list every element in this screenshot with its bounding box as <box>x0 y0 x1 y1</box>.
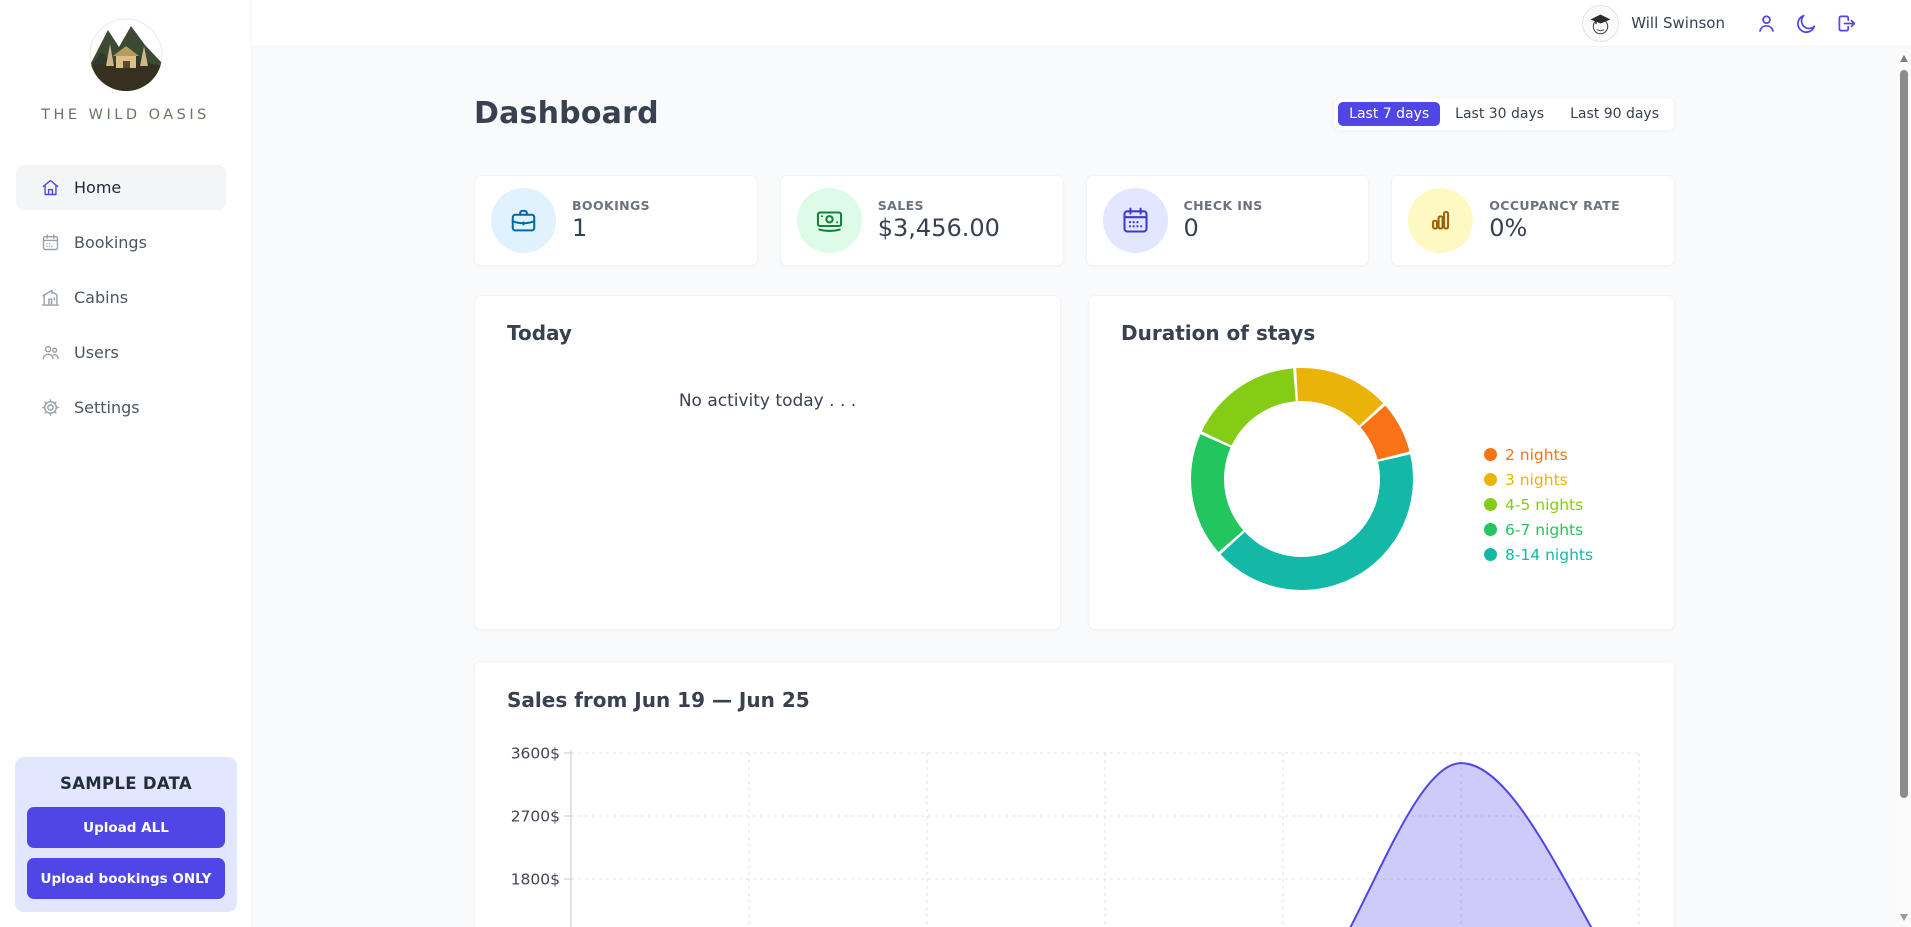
brand-name: THE WILD OASIS <box>41 107 210 123</box>
legend-item: 3 nights <box>1484 467 1593 492</box>
stat-value: $3,456.00 <box>877 214 1000 243</box>
legend-dot <box>1484 498 1497 511</box>
stat-label: CHECK INS <box>1183 198 1263 214</box>
legend-item: 6-7 nights <box>1484 517 1593 542</box>
sidebar-item-label: Users <box>74 343 119 362</box>
briefcase-icon <box>491 188 556 253</box>
legend-item: 8-14 nights <box>1484 542 1593 567</box>
scrollbar-thumb[interactable] <box>1900 70 1908 798</box>
sidebar: THE WILD OASIS Home Bookings Cabins <box>0 0 252 927</box>
banknotes-icon <box>796 188 862 253</box>
legend-label: 3 nights <box>1505 470 1568 489</box>
today-empty-text: No activity today . . . <box>678 391 857 411</box>
legend-label: 2 nights <box>1505 445 1568 464</box>
calendar-days-icon <box>1102 188 1168 253</box>
dark-mode-button[interactable] <box>1791 8 1821 38</box>
duration-card: Duration of stays 2 nights 3 nights 4-5 ni… <box>1088 295 1675 630</box>
legend-dot <box>1484 523 1497 536</box>
sales-chart-card: Sales from Jun 19 — Jun 25 0$900$1800$27… <box>474 661 1675 927</box>
stat-check-ins: CHECK INS 0 <box>1085 175 1370 266</box>
legend-dot <box>1484 448 1497 461</box>
today-card: Today No activity today . . . <box>474 295 1061 630</box>
scrollbar-up-arrow[interactable] <box>1900 55 1908 62</box>
filter-last-7-days[interactable]: Last 7 days <box>1338 101 1441 126</box>
calendar-icon <box>40 232 61 253</box>
logout-button[interactable] <box>1831 8 1861 38</box>
stat-occupancy-rate: OCCUPANCY RATE 0% <box>1391 175 1675 266</box>
sales-area-chart: 0$900$1800$2700$3600$ <box>511 745 1640 927</box>
sidebar-item-settings[interactable]: Settings <box>16 385 226 430</box>
legend-item: 4-5 nights <box>1484 492 1593 517</box>
topbar: Will Swinson <box>252 0 1911 47</box>
stat-value: 1 <box>572 214 588 243</box>
cabin-icon <box>40 287 61 308</box>
stat-label: SALES <box>877 198 924 214</box>
stat-value: 0 <box>1183 214 1199 243</box>
sample-data-panel: SAMPLE DATA Upload ALL Upload bookings O… <box>15 757 237 912</box>
filter-last-30-days[interactable]: Last 30 days <box>1444 102 1555 126</box>
stat-label: OCCUPANCY RATE <box>1489 198 1621 214</box>
sales-chart-title: Sales from Jun 19 — Jun 25 <box>507 688 810 712</box>
donut-segment <box>1201 368 1296 446</box>
donut-legend: 2 nights 3 nights 4-5 nights 6-7 nights 8-14… <box>1484 442 1593 567</box>
legend-dot <box>1484 548 1497 561</box>
stat-bookings: BOOKINGS 1 <box>474 175 758 266</box>
sidebar-item-label: Cabins <box>74 288 129 307</box>
legend-label: 8-14 nights <box>1505 545 1594 564</box>
stat-label: BOOKINGS <box>572 198 651 214</box>
chart-bars-icon <box>1408 188 1474 253</box>
donut-segment <box>1360 405 1410 460</box>
legend-dot <box>1484 473 1497 486</box>
sidebar-item-users[interactable]: Users <box>16 330 226 375</box>
avatar <box>1582 4 1620 42</box>
sidebar-item-label: Home <box>74 178 122 197</box>
y-axis-tick-label: 2700$ <box>511 808 560 826</box>
topbar-actions <box>1751 8 1861 38</box>
user-icon <box>1755 12 1778 35</box>
duration-title: Duration of stays <box>1121 321 1316 345</box>
page-scrollbar <box>1897 47 1911 927</box>
legend-label: 4-5 nights <box>1505 495 1584 514</box>
sidebar-item-label: Settings <box>74 398 140 417</box>
user-button[interactable] <box>1751 8 1781 38</box>
stats-row: BOOKINGS 1 SALES $3,456.00 CHECK INS 0 <box>474 175 1675 266</box>
user-info: Will Swinson <box>1582 4 1725 42</box>
duration-donut-chart <box>1191 367 1413 590</box>
upload-bookings-only-button[interactable]: Upload bookings ONLY <box>27 858 225 899</box>
moon-icon <box>1795 12 1818 35</box>
donut-segment <box>1191 434 1244 553</box>
sidebar-nav: Home Bookings Cabins Users <box>0 165 251 430</box>
gear-icon <box>40 397 61 418</box>
sidebar-item-home[interactable]: Home <box>16 165 226 210</box>
date-filter-group: Last 7 days Last 30 days Last 90 days <box>1333 96 1675 131</box>
main-content: Dashboard Last 7 days Last 30 days Last … <box>252 47 1897 927</box>
stat-sales: SALES $3,456.00 <box>779 175 1064 266</box>
sample-data-title: SAMPLE DATA <box>60 774 192 793</box>
y-axis-tick-label: 3600$ <box>511 745 560 763</box>
filter-last-90-days[interactable]: Last 90 days <box>1559 102 1670 126</box>
page-title: Dashboard <box>474 96 659 131</box>
donut-segment <box>1220 454 1413 590</box>
user-name: Will Swinson <box>1631 14 1725 32</box>
users-icon <box>40 342 61 363</box>
upload-all-button[interactable]: Upload ALL <box>27 807 225 848</box>
today-title: Today <box>507 321 572 345</box>
donut-segment <box>1296 367 1384 426</box>
sidebar-item-cabins[interactable]: Cabins <box>16 275 226 320</box>
sidebar-item-bookings[interactable]: Bookings <box>16 220 226 265</box>
y-axis-tick-label: 1800$ <box>511 871 560 889</box>
home-icon <box>40 177 61 198</box>
stat-value: 0% <box>1489 214 1528 243</box>
wild-oasis-logo <box>89 18 162 92</box>
legend-label: 6-7 nights <box>1505 520 1584 539</box>
logout-icon <box>1835 12 1858 35</box>
scrollbar-down-arrow[interactable] <box>1900 914 1908 921</box>
legend-item: 2 nights <box>1484 442 1593 467</box>
sidebar-item-label: Bookings <box>74 233 147 252</box>
